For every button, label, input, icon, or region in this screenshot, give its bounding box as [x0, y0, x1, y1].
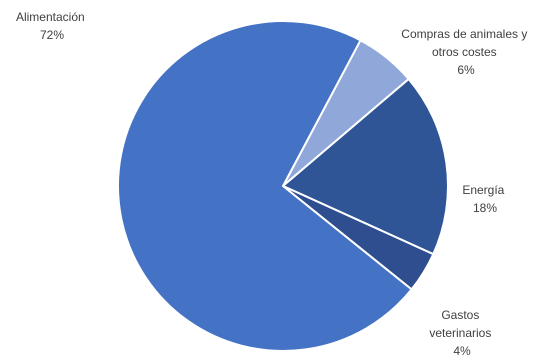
slices-layer	[117, 20, 449, 352]
slice-label-compras-line-3: 6%	[457, 63, 475, 77]
slice-label-compras-line-1: Compras de animales y	[401, 27, 527, 41]
slice-label-gastos-line-1: Gastos	[441, 308, 479, 322]
slice-label-alimentacion: Alimentación 72%	[16, 10, 88, 42]
slice-label-energia-line-2: 18%	[473, 201, 497, 215]
slice-label-compras-line-2: otros costes	[432, 45, 497, 59]
slice-label-alimentacion-line-1: Alimentación	[16, 10, 85, 24]
slice-energia	[281, 77, 449, 256]
slice-label-gastos: Gastos veterinarios 4%	[429, 308, 494, 358]
slice-label-gastos-line-3: 4%	[453, 344, 471, 358]
slice-label-compras: Compras de animales y otros costes 6%	[401, 27, 530, 77]
slice-label-alimentacion-line-2: 72%	[40, 28, 64, 42]
slice-alimentacion	[117, 20, 413, 352]
slice-label-energia: Energía 18%	[462, 183, 507, 215]
slice-label-energia-line-1: Energía	[462, 183, 504, 197]
slice-label-gastos-line-2: veterinarios	[429, 326, 491, 340]
